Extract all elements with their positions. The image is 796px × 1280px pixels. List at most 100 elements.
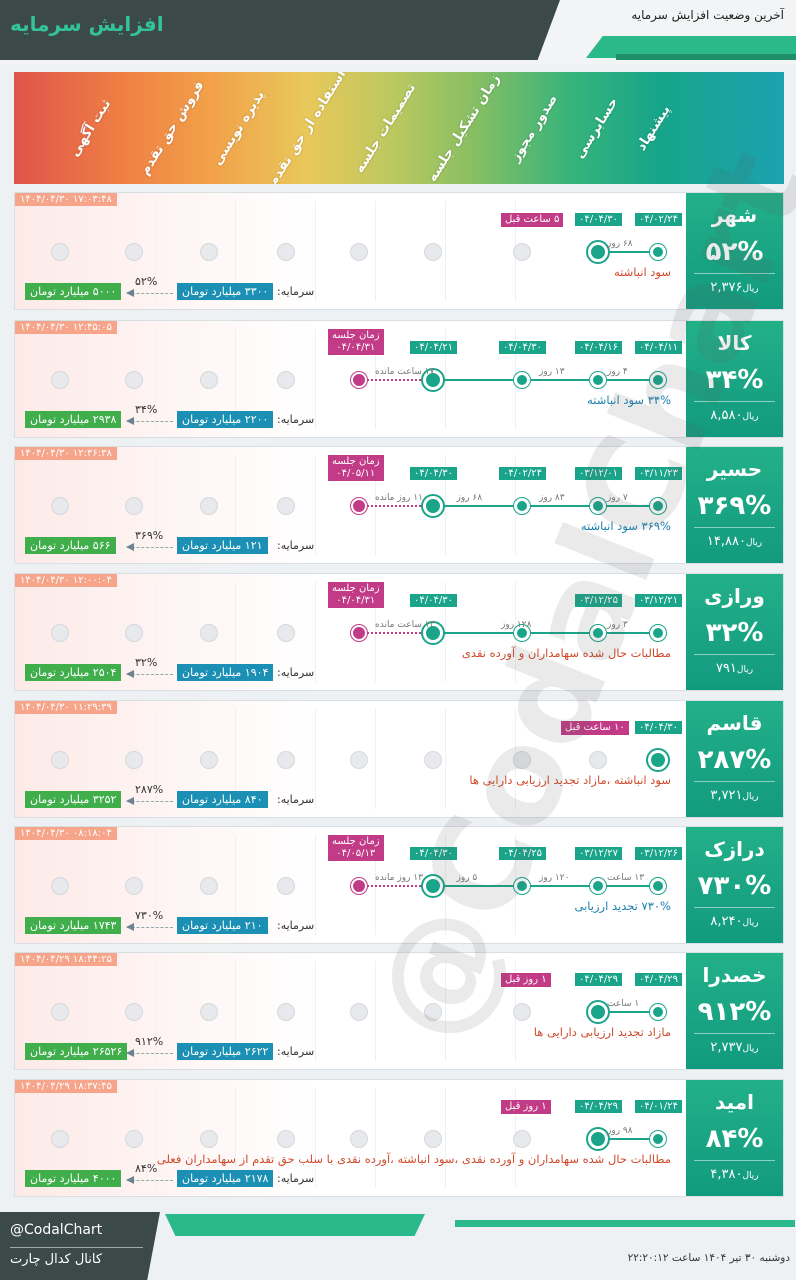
session-label: زمان جلسه: [332, 836, 380, 847]
stage-dot-empty: [51, 877, 69, 895]
progress-line: [598, 251, 658, 253]
timestamp: ۱۴۰۴/۰۴/۳۰ ۱۲:۴۵:۰۵: [15, 321, 117, 334]
stage-label: حسابرسی: [571, 94, 622, 162]
price: ریال۳,۷۲۱: [686, 788, 783, 803]
duration-label: ۱ ساعت: [607, 999, 640, 1009]
stage-dot-empty: [589, 751, 607, 769]
increase-arrow: [126, 670, 173, 678]
capital-label: سرمایه:: [277, 666, 315, 679]
price-value: ۳,۷۲۱: [710, 788, 743, 803]
grid-line: [155, 329, 156, 429]
grid-line: [235, 582, 236, 682]
panel-divider: [694, 1160, 775, 1161]
panel-divider: [694, 527, 775, 528]
stock-card[interactable]: ۱۴۰۴/۰۴/۲۹ ۱۸:۳۷:۴۵ امید ۸۴% ریال۴,۳۸۰ ۰۴/۰۱…: [14, 1079, 784, 1197]
stock-card[interactable]: ۱۴۰۴/۰۴/۳۰ ۱۱:۲۹:۳۹ قاسم ۲۸۷% ریال۳,۷۲۱ ۰۴/۰…: [14, 700, 784, 818]
increase-percent: ۵۲%: [705, 237, 764, 267]
symbol-name: شهر: [711, 203, 758, 227]
symbol-panel[interactable]: شهر ۵۲% ریال۲,۳۷۶: [686, 193, 783, 309]
stage-dot-empty: [200, 1130, 218, 1148]
capital-label: سرمایه:: [277, 1045, 315, 1058]
increase-percent: ۳۶۹%: [697, 491, 772, 521]
capital-source: سود انباشته ،مازاد تجدید ارزیابی دارایی …: [469, 773, 671, 787]
stage-dot-empty: [277, 624, 295, 642]
increase-arrow: [126, 543, 173, 551]
stage-dot-empty: [200, 751, 218, 769]
grid-line: [85, 329, 86, 429]
stage-date: ۰۴/۰۴/۲۹: [635, 973, 682, 986]
session-date-badge: زمان جلسه ۰۴/۰۴/۳۱: [328, 329, 384, 355]
capital-source: مطالبات حال شده سهامداران و آورده نقدی: [461, 646, 671, 660]
stage-dot-empty: [125, 243, 143, 261]
elapsed-badge: ۵ ساعت قبل: [501, 213, 564, 227]
session-date: ۰۴/۰۴/۳۱: [336, 595, 376, 606]
pending-line: [359, 632, 433, 634]
stage-dot-empty: [51, 497, 69, 515]
grid-line: [375, 1088, 376, 1188]
duration-label: ۴ روز: [607, 367, 628, 377]
symbol-panel[interactable]: ورازی ۳۲% ریال۷۹۱: [686, 574, 783, 690]
symbol-panel[interactable]: درازک ۷۳۰% ریال۸,۲۴۰: [686, 827, 783, 943]
increase-percent-small: ۸۴%: [135, 1162, 158, 1175]
stage-dot-done: [590, 498, 606, 514]
stage-dot-current: [588, 242, 608, 262]
stage-dot-done: [590, 625, 606, 641]
stage-date: ۰۳/۱۲/۲۷: [575, 847, 622, 860]
pending-line: [359, 885, 433, 887]
progress-line: [598, 1011, 658, 1013]
increase-percent-small: ۵۲%: [135, 275, 158, 288]
stage-dot-done: [590, 372, 606, 388]
price: ریال۲,۳۷۶: [686, 280, 783, 295]
stock-card[interactable]: ۱۴۰۴/۰۴/۳۰ ۱۷:۰۳:۴۸ شهر ۵۲% ریال۲,۳۷۶ ۰۴/۰۲/…: [14, 192, 784, 310]
stage-dot-empty: [51, 751, 69, 769]
duration-label: ۱۱ روز مانده: [375, 493, 423, 503]
symbol-panel[interactable]: قاسم ۲۸۷% ریال۳,۷۲۱: [686, 701, 783, 817]
symbol-panel[interactable]: خصدرا ۹۱۲% ریال۲,۷۳۷: [686, 953, 783, 1069]
grid-line: [85, 582, 86, 682]
footer-handle[interactable]: @CodalChart: [10, 1222, 103, 1238]
stage-date: ۰۴/۰۴/۲۹: [575, 973, 622, 986]
stock-card[interactable]: ۱۴۰۴/۰۴/۳۰ ۱۲:۳۶:۳۸ حسیر ۳۶۹% ریال۱۴,۸۸۰ ۰۳/…: [14, 446, 784, 564]
stock-card[interactable]: ۱۴۰۴/۰۴/۲۹ ۱۸:۴۴:۲۵ خصدرا ۹۱۲% ریال۲,۷۳۷ ۰۴/…: [14, 952, 784, 1070]
panel-divider: [694, 907, 775, 908]
stock-card[interactable]: ۱۴۰۴/۰۴/۳۰ ۱۲:۴۵:۰۵ کالا ۳۴% ریال۸,۵۸۰ ۰۴/۰۴…: [14, 320, 784, 438]
stage-dot-empty: [277, 371, 295, 389]
grid-line: [235, 961, 236, 1061]
progress-line: [433, 632, 658, 634]
grid-line: [235, 835, 236, 935]
stock-card[interactable]: ۱۴۰۴/۰۴/۳۰ ۱۲:۰۰:۰۴ ورازی ۳۲% ریال۷۹۱ ۰۳/۱۲/…: [14, 573, 784, 691]
increase-percent: ۲۸۷%: [697, 745, 772, 775]
price-unit: ریال: [742, 284, 759, 294]
new-capital: ۵۶۶ میلیارد تومان: [25, 537, 116, 554]
stage-dot-done: [650, 1004, 666, 1020]
panel-divider: [694, 273, 775, 274]
price-unit: ریال: [745, 538, 763, 548]
stage-dot-current: [423, 370, 443, 390]
stage-dot-empty: [277, 877, 295, 895]
duration-label: ۳ روز: [607, 620, 628, 630]
panel-divider: [694, 1033, 775, 1034]
symbol-panel[interactable]: حسیر ۳۶۹% ریال۱۴,۸۸۰: [686, 447, 783, 563]
symbol-panel[interactable]: کالا ۳۴% ریال۸,۵۸۰: [686, 321, 783, 437]
stage-date: ۰۴/۰۴/۳۰: [410, 467, 457, 480]
new-capital: ۴۰۰۰ میلیارد تومان: [25, 1170, 122, 1187]
stage-label: ثبت آگهی: [66, 96, 115, 160]
price-value: ۷۹۱: [715, 661, 737, 676]
grid-line: [155, 455, 156, 555]
price-value: ۴,۳۸۰: [710, 1167, 743, 1182]
symbol-panel[interactable]: امید ۸۴% ریال۴,۳۸۰: [686, 1080, 783, 1196]
elapsed-badge: ۱ روز قبل: [501, 973, 551, 987]
price: ریال۷۹۱: [686, 661, 783, 676]
duration-label: ۱۳ ساعت: [607, 873, 645, 883]
stage-dot-current: [423, 876, 443, 896]
panel-divider: [694, 401, 775, 402]
stock-card[interactable]: ۱۴۰۴/۰۴/۳۰ ۰۸:۱۸:۰۴ درازک ۷۳۰% ریال۸,۲۴۰ ۰۳/…: [14, 826, 784, 944]
duration-label: ۶۸ روز: [607, 239, 633, 249]
stage-dot-empty: [125, 877, 143, 895]
stage-label: زمان تشکیل جلسه: [424, 72, 504, 184]
session-label: زمان جلسه: [332, 583, 380, 594]
stage-label: استفاده از حق تقدم: [264, 72, 350, 184]
grid-line: [155, 582, 156, 682]
price: ریال۱۴,۸۸۰: [686, 534, 783, 549]
increase-percent-small: ۲۸۷%: [135, 783, 164, 796]
